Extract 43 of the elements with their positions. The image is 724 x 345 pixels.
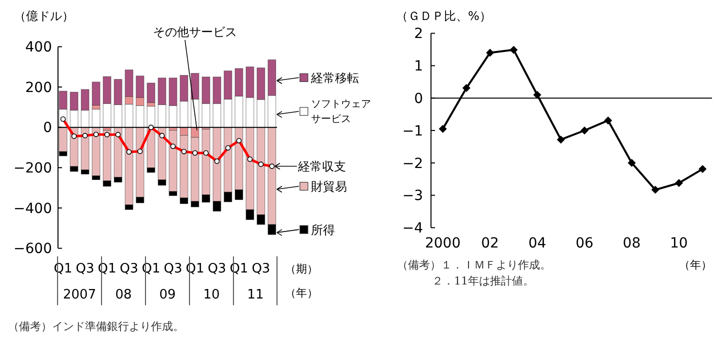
y-tick-label: −200 xyxy=(14,160,52,177)
y-tick-label: 0 xyxy=(43,120,52,136)
y-tick-label: −2 xyxy=(402,156,423,172)
text: 10 xyxy=(203,287,220,302)
text: 08 xyxy=(115,287,132,302)
y-axis-title: （億ドル） xyxy=(14,9,74,23)
y-tick-label: 1 xyxy=(414,58,423,75)
x-tick-label: 10 xyxy=(670,236,688,252)
legend-label: 経常移転 xyxy=(310,70,359,85)
y-axis-title: （ＧＤＰ比、%） xyxy=(396,9,492,23)
text: 09 xyxy=(159,287,176,302)
y-tick-label: −3 xyxy=(402,188,423,204)
y-tick-label: 0 xyxy=(414,91,423,107)
y-tick-label: 400 xyxy=(25,40,52,56)
legend-label: 所得 xyxy=(310,222,335,237)
text: （年） xyxy=(285,286,318,300)
x-tick-label: Q3 xyxy=(164,261,182,276)
y-tick-label: −4 xyxy=(402,220,424,237)
x-tick-label: Q3 xyxy=(120,261,138,276)
y-tick-label: −400 xyxy=(14,200,52,217)
y-tick-label: −1 xyxy=(402,123,423,140)
x-tick-label: Q3 xyxy=(208,261,226,276)
x-tick-label: 02 xyxy=(481,236,499,252)
x-axis-title: （年） xyxy=(679,258,712,272)
legend-label: ソフトウェアサービス xyxy=(310,98,371,125)
text: ２．11年は推計値。 xyxy=(432,274,534,288)
x-axis-title: （期） xyxy=(285,262,318,276)
x-tick-label: 08 xyxy=(622,236,641,252)
text: その他サービス xyxy=(153,25,237,39)
text: 2007 xyxy=(63,287,96,302)
x-tick-label: 06 xyxy=(576,236,594,252)
y-tick-label: 200 xyxy=(25,80,52,96)
text: 11 xyxy=(247,287,264,302)
x-tick-label: Q3 xyxy=(76,261,94,276)
y-tick-label: 2 xyxy=(414,26,423,42)
text: （備考）インド準備銀行より作成。 xyxy=(8,320,184,333)
x-tick-label: 2000 xyxy=(424,236,461,252)
x-tick-label: 04 xyxy=(528,236,546,252)
y-tick-label: −600 xyxy=(14,241,52,258)
x-tick-label: Q3 xyxy=(252,261,270,276)
legend-label: 財貿易 xyxy=(310,179,347,194)
legend-label: 経常収支 xyxy=(296,159,346,174)
text: （備考）１．ＩＭＦより作成。 xyxy=(397,258,551,272)
